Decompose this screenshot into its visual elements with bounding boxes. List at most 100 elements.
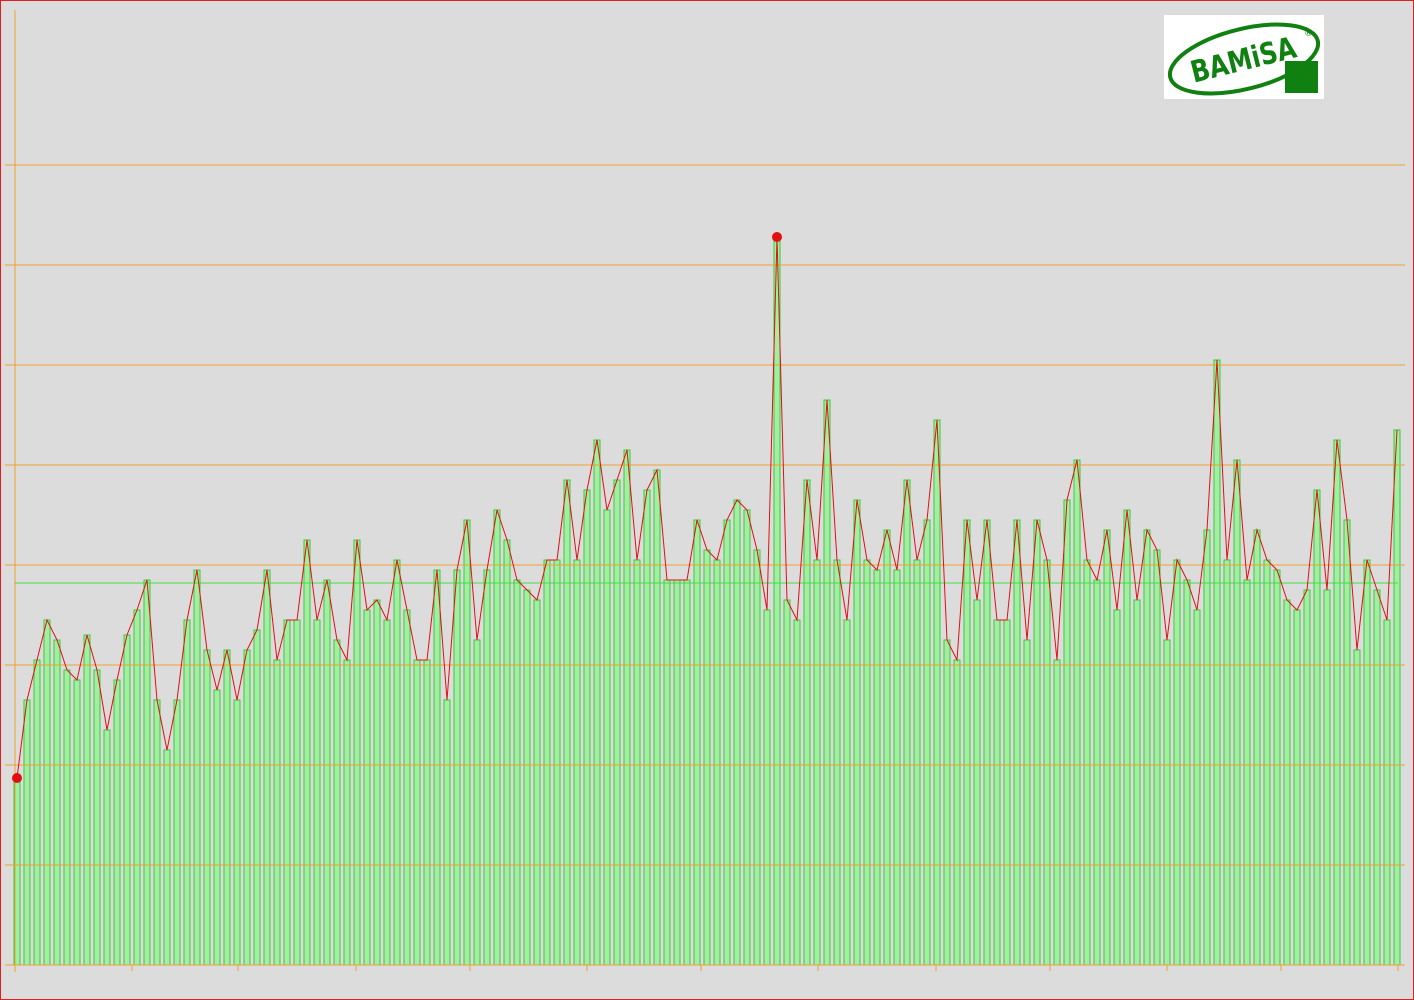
bar: [1313, 489, 1321, 966]
bar: [1153, 549, 1161, 966]
bar: [623, 449, 631, 966]
bar: [1213, 359, 1221, 966]
bar: [743, 509, 751, 966]
bar: [563, 479, 571, 966]
bar: [1033, 519, 1041, 966]
bar: [683, 579, 691, 966]
bar: [553, 559, 561, 966]
bar: [33, 659, 41, 966]
bar: [603, 509, 611, 966]
bar: [1183, 579, 1191, 966]
bar: [663, 579, 671, 966]
bar: [243, 649, 251, 966]
bar: [223, 649, 231, 966]
bar: [903, 479, 911, 966]
bar: [53, 639, 61, 966]
bar: [163, 749, 171, 966]
bar: [1263, 559, 1271, 966]
bar: [853, 499, 861, 966]
bar: [123, 634, 131, 966]
bar: [733, 499, 741, 966]
bar: [1273, 569, 1281, 966]
bar: [93, 669, 101, 966]
bar: [1353, 649, 1361, 966]
extreme-marker: [12, 773, 22, 783]
bar: [1073, 459, 1081, 966]
bar: [1083, 559, 1091, 966]
bar: [833, 559, 841, 966]
bar: [533, 599, 541, 966]
bar: [1383, 619, 1391, 966]
bar: [1343, 519, 1351, 966]
bar: [613, 479, 621, 966]
bar: [993, 619, 1001, 966]
bar: [1243, 579, 1251, 966]
bar: [433, 569, 441, 966]
bar: [1393, 429, 1401, 966]
bar: [1193, 609, 1201, 966]
bar: [423, 659, 431, 966]
bar: [963, 519, 971, 966]
bar: [263, 569, 271, 966]
bar: [1013, 519, 1021, 966]
bar: [503, 539, 511, 966]
bar: [523, 589, 531, 966]
bar: [1113, 609, 1121, 966]
bar: [143, 579, 151, 966]
logo-ellipse: [1167, 22, 1321, 96]
bar: [23, 699, 31, 966]
bar: [333, 639, 341, 966]
bar: [703, 549, 711, 966]
bar: [1023, 639, 1031, 966]
bar: [473, 639, 481, 966]
bar: [1043, 559, 1051, 966]
bar: [283, 619, 291, 966]
bar: [1053, 659, 1061, 966]
bar: [353, 539, 361, 966]
bar: [633, 559, 641, 966]
bar: [373, 599, 381, 966]
bar: [823, 399, 831, 966]
bar: [1093, 579, 1101, 966]
bar: [213, 689, 221, 966]
bar: [783, 599, 791, 966]
bar: [43, 619, 51, 966]
bar: [1303, 589, 1311, 966]
bar: [133, 609, 141, 966]
bar: [1063, 499, 1071, 966]
bar: [313, 619, 321, 966]
bar: [383, 619, 391, 966]
bar: [713, 559, 721, 966]
bar: [113, 679, 121, 966]
bar: [653, 469, 661, 966]
bar: [193, 569, 201, 966]
bar: [923, 519, 931, 966]
bar: [873, 569, 881, 966]
bar: [413, 659, 421, 966]
bar: [1373, 589, 1381, 966]
bar: [1293, 609, 1301, 966]
bar: [583, 489, 591, 966]
bar: [233, 699, 241, 966]
bar: [893, 569, 901, 966]
bar: [463, 519, 471, 966]
bar: [183, 619, 191, 966]
bar: [773, 236, 781, 966]
bar: [73, 679, 81, 966]
bar: [253, 629, 261, 966]
bar: [513, 579, 521, 966]
logo: BAMiSA ®: [1164, 15, 1324, 99]
bar: [203, 649, 211, 966]
bar: [83, 634, 91, 966]
bar: [293, 619, 301, 966]
bar: [273, 659, 281, 966]
bar: [483, 569, 491, 966]
bar: [983, 519, 991, 966]
bar: [953, 659, 961, 966]
bar: [1323, 589, 1331, 966]
bar: [1103, 529, 1111, 966]
bar: [753, 549, 761, 966]
logo-mark: ®: [1304, 29, 1313, 39]
